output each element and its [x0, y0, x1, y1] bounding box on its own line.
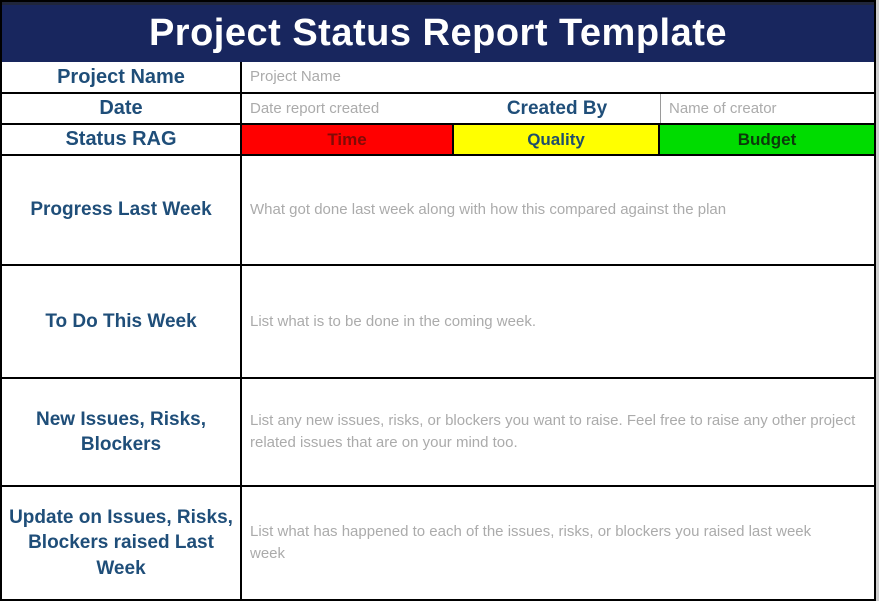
new-issues-row: New Issues, Risks, Blockers List any new… — [2, 379, 874, 487]
rag-cell-time[interactable]: Time — [242, 125, 454, 154]
created-by-label: Created By — [506, 97, 608, 119]
update-issues-label: Update on Issues, Risks, Blockers raised… — [2, 487, 242, 599]
progress-last-week-field[interactable]: What got done last week along with how t… — [250, 201, 727, 219]
date-label: Date — [2, 94, 242, 123]
rag-cell-budget[interactable]: Budget — [660, 125, 874, 154]
date-field[interactable]: Date report created — [250, 99, 380, 117]
new-issues-field[interactable]: List any new issues, risks, or blockers … — [250, 412, 856, 451]
date-row: Date Date report created Created By Name… — [2, 94, 874, 125]
page-title: Project Status Report Template — [148, 12, 728, 54]
to-do-this-week-row: To Do This Week List what is to be done … — [2, 266, 874, 379]
project-name-row: Project Name Project Name — [2, 62, 874, 94]
report-title-bar: Project Status Report Template — [2, 2, 874, 62]
to-do-this-week-label: To Do This Week — [2, 266, 242, 377]
rag-cell-quality[interactable]: Quality — [454, 125, 660, 154]
to-do-this-week-field[interactable]: List what is to be done in the coming we… — [250, 312, 536, 330]
progress-last-week-label: Progress Last Week — [2, 156, 242, 264]
new-issues-label: New Issues, Risks, Blockers — [2, 379, 242, 485]
project-name-label: Project Name — [2, 62, 242, 92]
update-issues-field[interactable]: List what has happened to each of the is… — [250, 523, 812, 562]
status-rag-row: Status RAG Time Quality Budget — [2, 125, 874, 156]
update-issues-row: Update on Issues, Risks, Blockers raised… — [2, 487, 874, 599]
created-by-field[interactable]: Name of creator — [660, 94, 874, 123]
project-name-field[interactable]: Project Name — [250, 68, 341, 86]
status-rag-label: Status RAG — [2, 125, 242, 154]
progress-last-week-row: Progress Last Week What got done last we… — [2, 156, 874, 266]
